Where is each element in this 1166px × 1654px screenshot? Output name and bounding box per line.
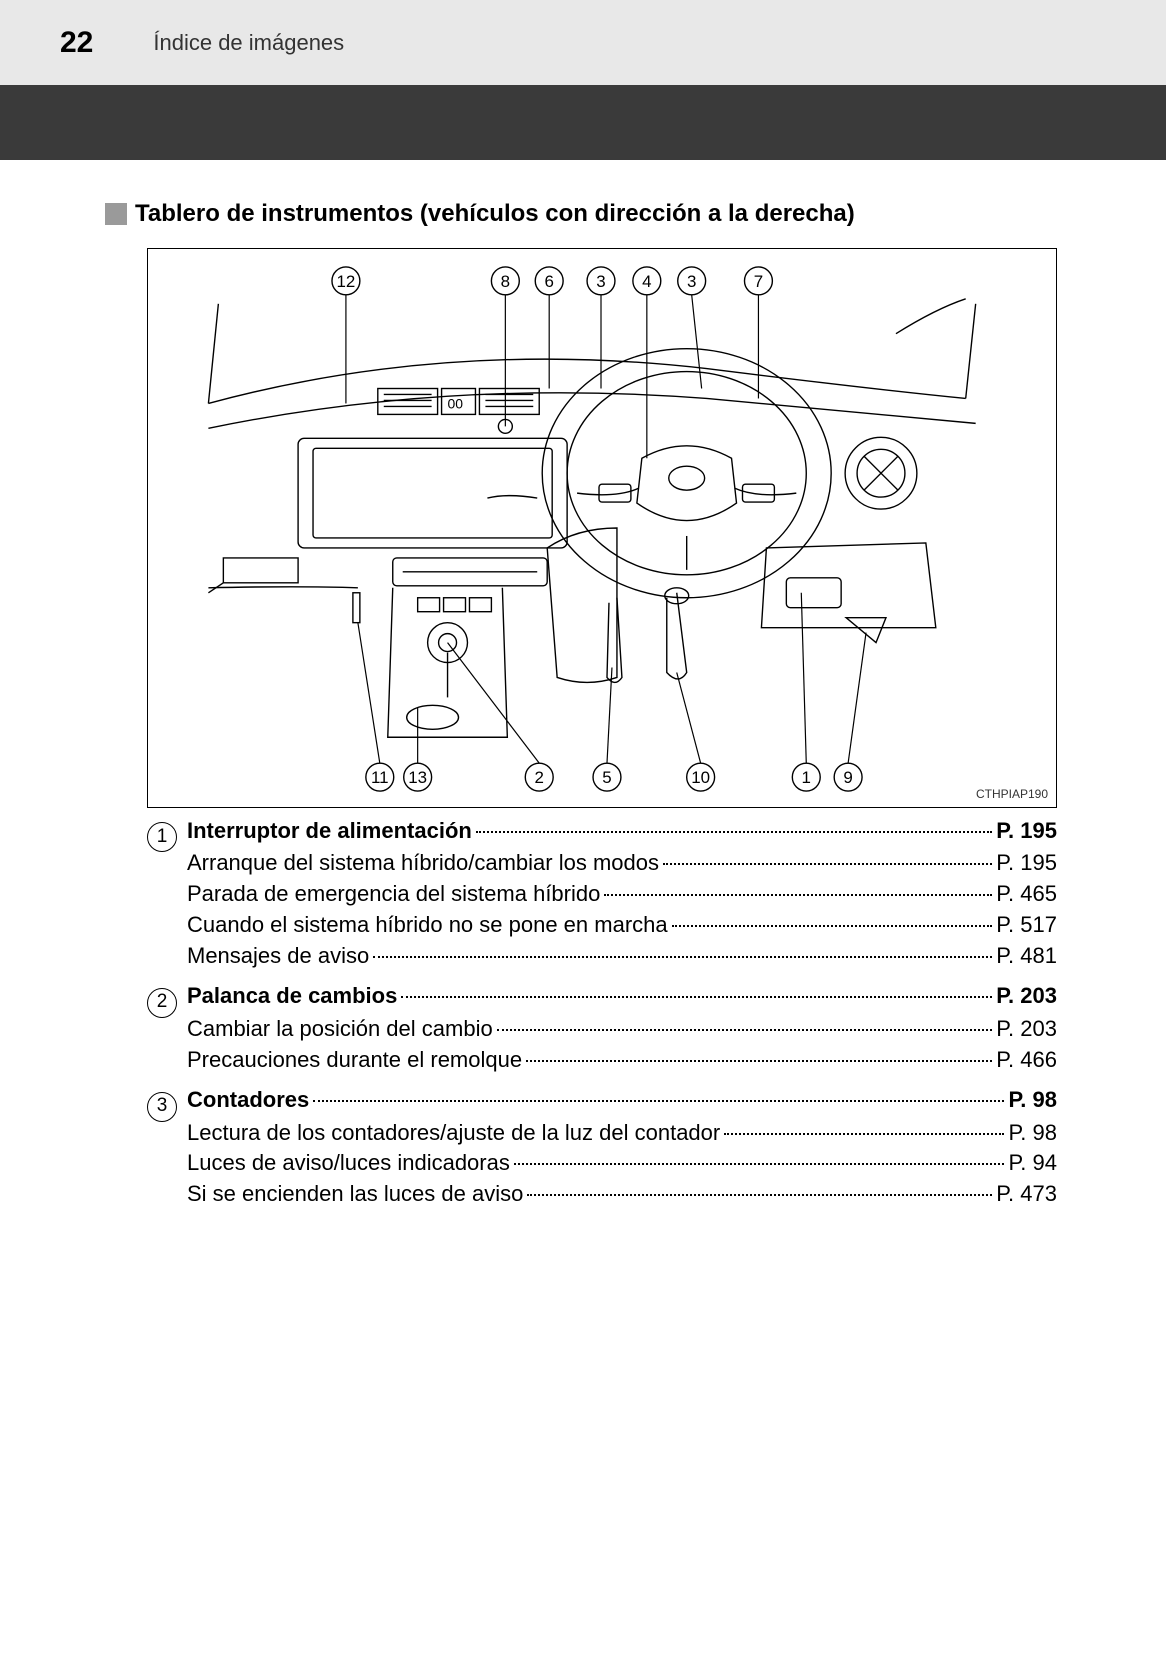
svg-text:2: 2: [535, 768, 544, 787]
section-title: Tablero de instrumentos (vehículos con d…: [135, 200, 855, 228]
entry-sub-label: Precauciones durante el remolque: [187, 1045, 522, 1076]
entry-sub-page: P. 98: [1008, 1118, 1057, 1149]
entry-sub: Lectura de los contadores/ajuste de la l…: [147, 1118, 1057, 1149]
entry-sub: Cuando el sistema híbrido no se pone en …: [147, 910, 1057, 941]
svg-text:9: 9: [843, 768, 852, 787]
entry-number-circle: 2: [147, 988, 177, 1018]
dashboard-diagram: 00: [147, 248, 1057, 808]
entry-page: P. 195: [996, 816, 1057, 847]
svg-text:13: 13: [408, 768, 427, 787]
content-area: Tablero de instrumentos (vehículos con d…: [0, 160, 1166, 1210]
svg-text:3: 3: [687, 272, 696, 291]
svg-text:4: 4: [642, 272, 651, 291]
page-number: 22: [60, 26, 93, 60]
entry-label: Contadores: [187, 1085, 309, 1116]
diagram-code: CTHPIAP190: [976, 787, 1048, 801]
entry-sub-label: Luces de aviso/luces indicadoras: [187, 1148, 510, 1179]
entry-dots: [476, 831, 992, 833]
callout-6: 6: [535, 267, 563, 295]
entry-page: P. 98: [1008, 1085, 1057, 1116]
entry-sub-page: P. 481: [996, 941, 1057, 972]
entry-sub-page: P. 465: [996, 879, 1057, 910]
entry-block-2: 2Palanca de cambiosP. 203Cambiar la posi…: [147, 981, 1057, 1075]
svg-text:5: 5: [602, 768, 611, 787]
callout-13: 13: [404, 763, 432, 791]
dark-band: [0, 85, 1166, 160]
entry-sub-label: Parada de emergencia del sistema híbrido: [187, 879, 600, 910]
entry-dots: [526, 1060, 992, 1062]
entry-dots: [724, 1133, 1004, 1135]
dashboard-svg: 00: [148, 249, 1056, 807]
callout-3: 3: [587, 267, 615, 295]
entry-sub-label: Cuando el sistema híbrido no se pone en …: [187, 910, 668, 941]
entry-sub-label: Mensajes de aviso: [187, 941, 369, 972]
svg-text:1: 1: [802, 768, 811, 787]
entry-dots: [663, 863, 992, 865]
entry-sub-label: Si se encienden las luces de aviso: [187, 1179, 523, 1210]
callout-8: 8: [491, 267, 519, 295]
entry-dots: [373, 956, 992, 958]
entry-main: 3ContadoresP. 98: [147, 1085, 1057, 1117]
callout-7: 7: [744, 267, 772, 295]
section-heading: Tablero de instrumentos (vehículos con d…: [105, 200, 1061, 228]
entry-dots: [672, 925, 993, 927]
entry-dots: [514, 1163, 1005, 1165]
entry-sub-label: Cambiar la posición del cambio: [187, 1014, 493, 1045]
callout-5: 5: [593, 763, 621, 791]
callout-4: 4: [633, 267, 661, 295]
page: 22 Índice de imágenes Tablero de instrum…: [0, 0, 1166, 1654]
svg-text:00: 00: [448, 395, 464, 411]
entry-sub: Parada de emergencia del sistema híbrido…: [147, 879, 1057, 910]
entry-block-1: 1Interruptor de alimentaciónP. 195Arranq…: [147, 816, 1057, 971]
svg-text:6: 6: [544, 272, 553, 291]
entry-number-circle: 3: [147, 1092, 177, 1122]
svg-text:3: 3: [596, 272, 605, 291]
entry-sub-label: Lectura de los contadores/ajuste de la l…: [187, 1118, 720, 1149]
callout-10: 10: [687, 763, 715, 791]
svg-text:8: 8: [501, 272, 510, 291]
entry-sub-label: Arranque del sistema híbrido/cambiar los…: [187, 848, 659, 879]
entry-main: 1Interruptor de alimentaciónP. 195: [147, 816, 1057, 848]
callout-11: 11: [366, 763, 394, 791]
entry-sub-page: P. 94: [1008, 1148, 1057, 1179]
entry-sub: Cambiar la posición del cambio P. 203: [147, 1014, 1057, 1045]
entry-sub: Arranque del sistema híbrido/cambiar los…: [147, 848, 1057, 879]
entry-sub-page: P. 517: [996, 910, 1057, 941]
entry-dots: [401, 996, 992, 998]
entry-sub-page: P. 466: [996, 1045, 1057, 1076]
entry-sub: Si se encienden las luces de aviso P. 473: [147, 1179, 1057, 1210]
entry-dots: [313, 1100, 1004, 1102]
callout-3: 3: [678, 267, 706, 295]
breadcrumb: Índice de imágenes: [153, 30, 344, 56]
entry-sub-page: P. 473: [996, 1179, 1057, 1210]
callout-12: 12: [332, 267, 360, 295]
index-entries: 1Interruptor de alimentaciónP. 195Arranq…: [147, 816, 1057, 1210]
entry-sub: Mensajes de aviso P. 481: [147, 941, 1057, 972]
svg-text:12: 12: [337, 272, 356, 291]
entry-dots: [604, 894, 992, 896]
svg-text:11: 11: [371, 768, 389, 787]
entry-label: Palanca de cambios: [187, 981, 397, 1012]
callout-1: 1: [792, 763, 820, 791]
entry-page: P. 203: [996, 981, 1057, 1012]
entry-sub: Precauciones durante el remolque P. 466: [147, 1045, 1057, 1076]
header-bar: 22 Índice de imágenes: [0, 0, 1166, 85]
callout-2: 2: [525, 763, 553, 791]
callout-9: 9: [834, 763, 862, 791]
entry-dots: [497, 1029, 993, 1031]
entry-dots: [527, 1194, 992, 1196]
svg-text:7: 7: [754, 272, 763, 291]
entry-block-3: 3 Contadores P. 98 Lectura de los contadore…: [147, 1085, 1057, 1210]
svg-text:10: 10: [691, 768, 710, 787]
entry-main: 2Palanca de cambiosP. 203: [147, 981, 1057, 1013]
section-marker-icon: [105, 203, 127, 225]
entry-sub-page: P. 203: [996, 1014, 1057, 1045]
entry-label: Interruptor de alimentación: [187, 816, 472, 847]
entry-sub-page: P. 195: [996, 848, 1057, 879]
entry-sub: Luces de aviso/luces indicadoras P. 94: [147, 1148, 1057, 1179]
